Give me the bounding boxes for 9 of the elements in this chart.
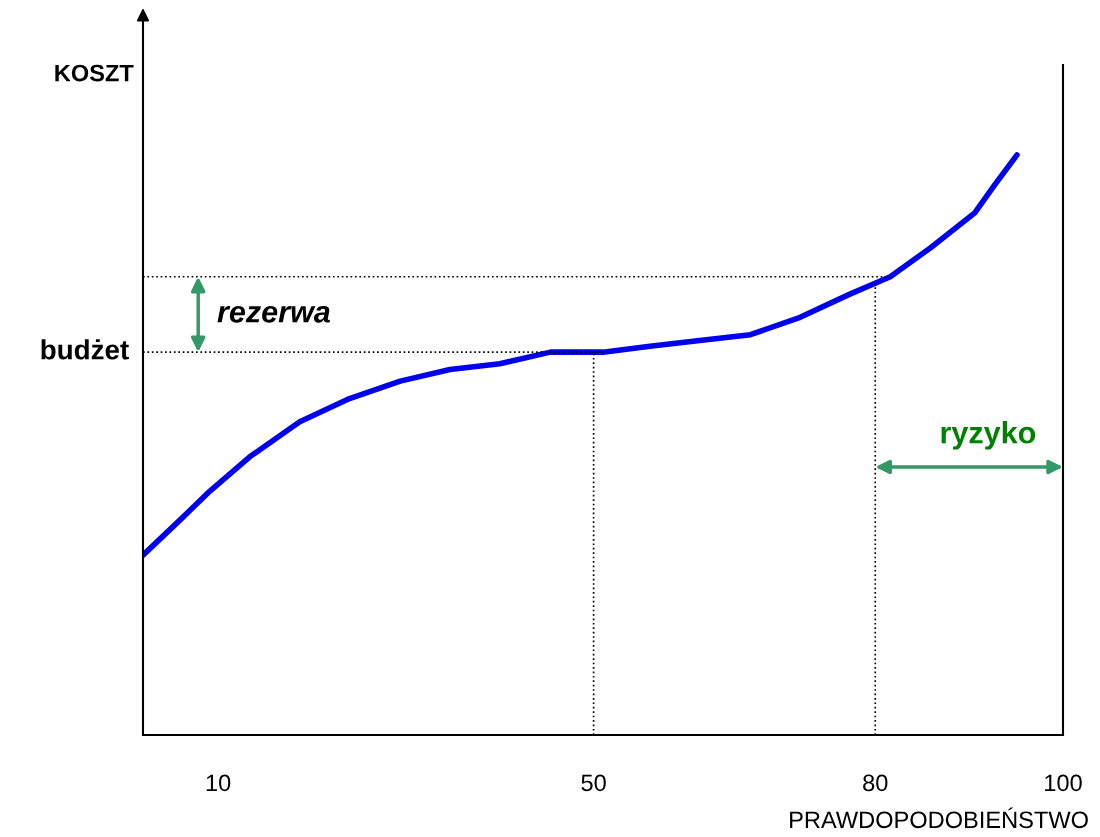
x-axis-title: PRAWDOPODOBIEŃSTWO: [790, 807, 1088, 829]
y-axis-title: KOSZT: [55, 64, 134, 82]
ref-line-label: budżet: [41, 339, 129, 360]
x-tick-label: 50: [581, 774, 606, 792]
x-tick-label: 10: [206, 774, 231, 792]
annotation: ryzyko: [941, 421, 1036, 450]
x-tick-label: 80: [863, 774, 888, 792]
x-tick-label: 100: [1045, 774, 1082, 792]
annotation: rezerwa: [217, 305, 330, 323]
